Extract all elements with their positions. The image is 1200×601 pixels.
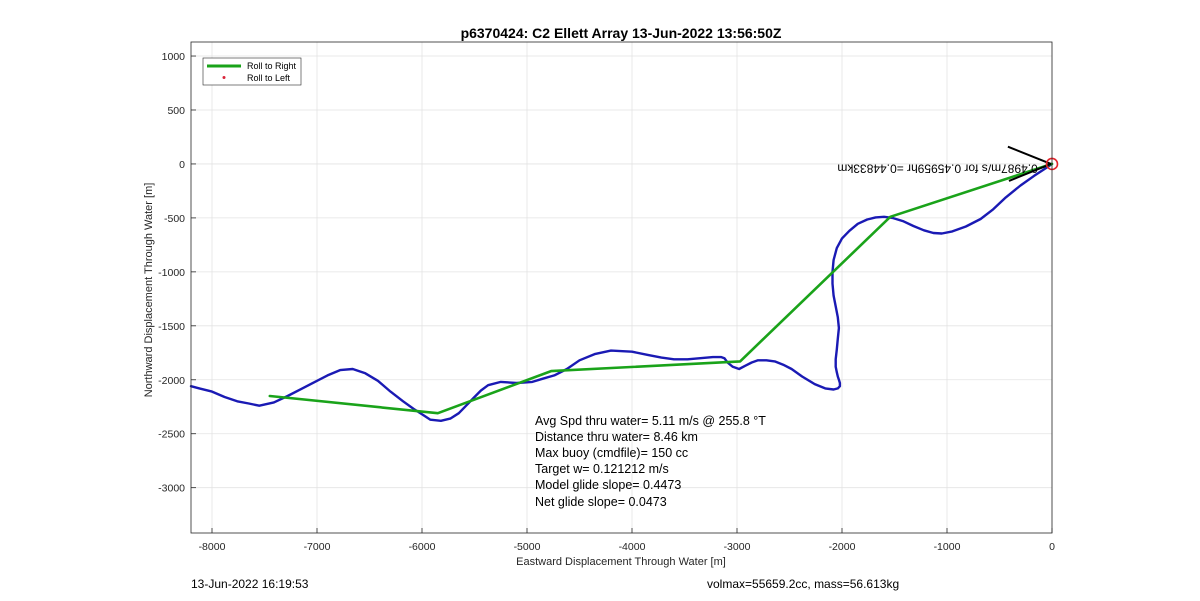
y-tick-label: -2500	[158, 429, 185, 441]
y-axis-label: Northward Displacement Through Water [m]	[143, 183, 155, 398]
grid-lines	[191, 42, 1053, 533]
y-tick-label: -500	[164, 213, 185, 225]
x-tick-label: -6000	[409, 541, 436, 553]
x-tick-label: -2000	[829, 541, 856, 553]
footer-timestamp: 13-Jun-2022 16:19:53	[191, 577, 309, 591]
tick-labels: -8000 -7000 -6000 -5000 -4000 -3000 -2000 -1000…	[158, 51, 1055, 553]
legend-label-roll-right: Roll to Right	[247, 61, 297, 71]
x-tick-label: -8000	[199, 541, 226, 553]
x-tick-label: -7000	[304, 541, 331, 553]
x-tick-label: -1000	[934, 541, 961, 553]
stats-block: Avg Spd thru water= 5.11 m/s @ 255.8 °T …	[535, 414, 766, 509]
arrow-annotation-label: 0.4987m/s for 0.45959hr =0.44833km	[837, 161, 1037, 175]
stats-line: Avg Spd thru water= 5.11 m/s @ 255.8 °T	[535, 414, 766, 428]
y-tick-label: 500	[167, 105, 185, 117]
y-tick-label: -1500	[158, 321, 185, 333]
legend: Roll to Right Roll to Left	[202, 57, 302, 86]
y-tick-label: -1000	[158, 267, 185, 279]
x-tick-label: -5000	[514, 541, 541, 553]
x-tick-label: -4000	[619, 541, 646, 553]
legend-dot-roll-left	[222, 76, 226, 79]
x-axis-label: Eastward Displacement Through Water [m]	[516, 556, 726, 568]
legend-box	[202, 57, 302, 86]
plot-frame	[190, 41, 1053, 534]
legend-label-roll-left: Roll to Left	[247, 73, 291, 83]
stats-line: Model glide slope= 0.4473	[535, 478, 681, 492]
stats-line: Max buoy (cmdfile)= 150 cc	[535, 446, 688, 460]
y-tick-label: 0	[179, 159, 185, 171]
stats-line: Target w= 0.121212 m/s	[535, 462, 669, 476]
y-tick-label: 1000	[162, 51, 186, 63]
x-tick-label: -3000	[724, 541, 751, 553]
series-line-roll-right	[268, 162, 1054, 415]
series-layer: 0.4987m/s for 0.45959hr =0.44833km	[189, 145, 1059, 422]
plot-area	[191, 42, 1052, 533]
stats-line: Net glide slope= 0.0473	[535, 495, 667, 509]
chart-title: p6370424: C2 Ellett Array 13-Jun-2022 13…	[461, 25, 782, 41]
arrow-head	[1008, 163, 1052, 182]
y-tick-label: -3000	[158, 483, 185, 495]
stats-line: Distance thru water= 8.46 km	[535, 430, 698, 444]
y-tick-label: -2000	[158, 375, 185, 387]
series-line-trajectory	[189, 162, 1054, 422]
arrow-shaft	[1007, 145, 1052, 165]
x-tick-label: 0	[1049, 541, 1055, 553]
footer-mass-info: volmax=55659.2cc, mass=56.613kg	[707, 577, 899, 591]
